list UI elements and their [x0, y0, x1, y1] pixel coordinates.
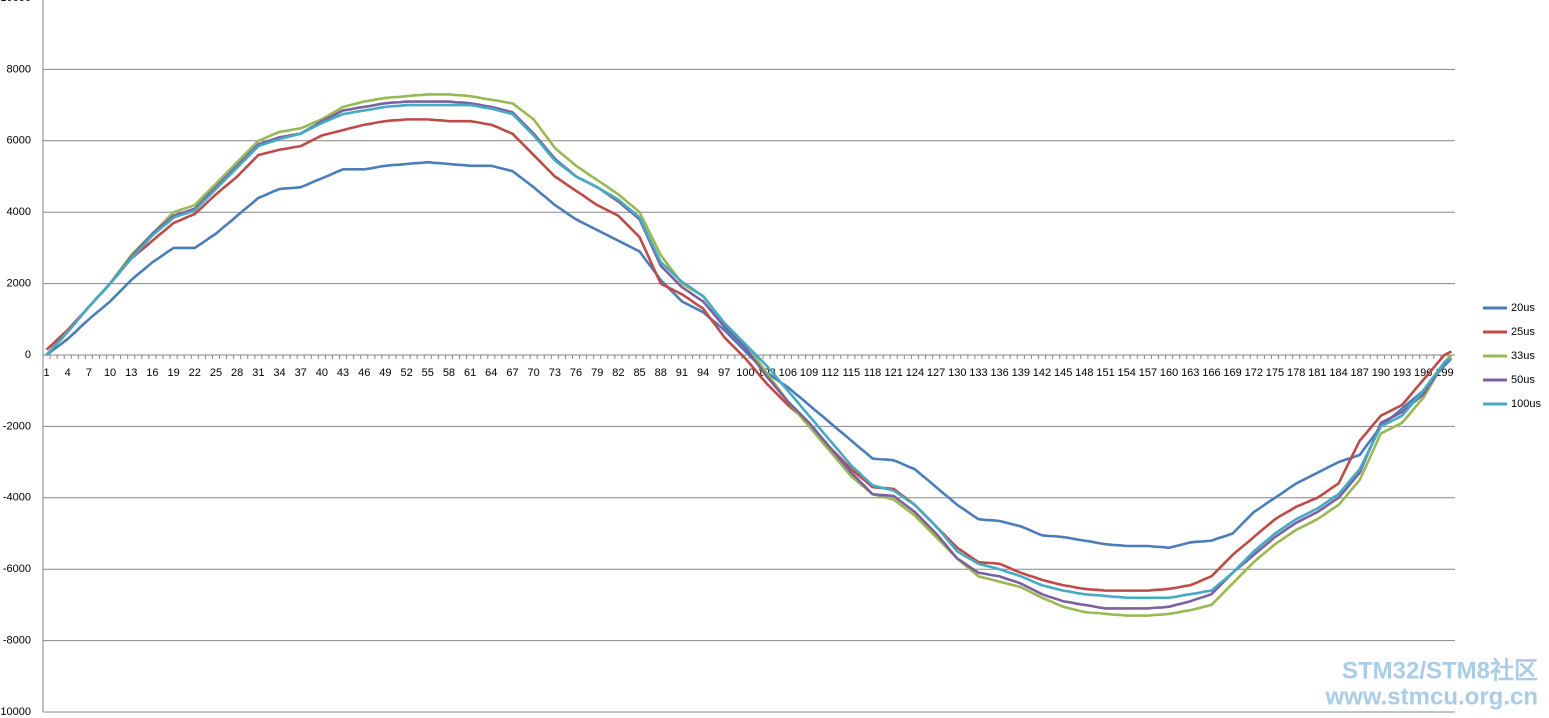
x-tick-label: 100 — [736, 367, 754, 379]
x-tick-label: 4 — [65, 367, 71, 379]
x-tick-label: 184 — [1329, 367, 1347, 379]
y-tick-label: 4000 — [7, 206, 31, 218]
series-line — [45, 100, 1453, 610]
x-tick-label: 91 — [676, 367, 688, 379]
x-tick-label: 7 — [86, 367, 92, 379]
x-tick-label: 49 — [379, 367, 391, 379]
x-tick-label: 70 — [528, 367, 540, 379]
x-tick-label: 43 — [337, 367, 349, 379]
x-tick-label: 124 — [906, 367, 924, 379]
watermark-url: www.stmcu.org.cn — [1325, 683, 1538, 710]
y-tick-label: 8000 — [7, 63, 31, 75]
watermark-title: STM32/STM8社区 — [1342, 656, 1538, 684]
x-tick-label: 169 — [1223, 367, 1241, 379]
x-tick-label: 172 — [1245, 367, 1263, 379]
x-tick-label: 166 — [1202, 367, 1220, 379]
x-tick-label: 82 — [612, 367, 624, 379]
x-tick-label: 31 — [252, 367, 264, 379]
x-tick-label: 37 — [295, 367, 307, 379]
x-tick-label: 151 — [1096, 367, 1114, 379]
x-tick-label: 160 — [1160, 367, 1178, 379]
y-tick-label: -6000 — [3, 563, 31, 575]
legend-label: 33us — [1511, 350, 1535, 362]
x-tick-label: 121 — [885, 367, 903, 379]
x-tick-label: 28 — [231, 367, 243, 379]
x-tick-label: 145 — [1054, 367, 1072, 379]
x-tick-label: 34 — [273, 367, 285, 379]
y-tick-label: -2000 — [3, 420, 31, 432]
legend-label: 20us — [1511, 302, 1535, 314]
x-tick-label: 187 — [1351, 367, 1369, 379]
x-tick-label: 55 — [422, 367, 434, 379]
x-tick-label: 193 — [1393, 367, 1411, 379]
x-tick-label: 79 — [591, 367, 603, 379]
x-tick-label: 40 — [316, 367, 328, 379]
series-line — [45, 160, 1453, 550]
x-tick-label: 178 — [1287, 367, 1305, 379]
y-tick-label: 2000 — [7, 278, 31, 290]
x-tick-label: 139 — [1012, 367, 1030, 379]
x-tick-label: 61 — [464, 367, 476, 379]
y-tick-label: 10000 — [0, 0, 31, 4]
x-tick-label: 25 — [210, 367, 222, 379]
x-tick-label: 85 — [633, 367, 645, 379]
y-tick-label: -8000 — [3, 635, 31, 647]
x-tick-label: 115 — [843, 367, 861, 379]
x-tick-label: 1 — [43, 367, 49, 379]
x-tick-label: 88 — [655, 367, 667, 379]
x-tick-label: 64 — [485, 367, 497, 379]
x-tick-label: 148 — [1075, 367, 1093, 379]
x-tick-label: 109 — [800, 367, 818, 379]
y-tick-label: 0 — [25, 349, 31, 361]
y-tick-label: 6000 — [7, 135, 31, 147]
x-tick-label: 136 — [990, 367, 1008, 379]
x-tick-label: 58 — [443, 367, 455, 379]
x-tick-label: 118 — [864, 367, 882, 379]
legend-label: 100us — [1511, 398, 1541, 410]
x-tick-label: 106 — [779, 367, 797, 379]
x-tick-label: 154 — [1118, 367, 1136, 379]
y-tick-label: -10000 — [0, 706, 31, 718]
x-tick-label: 19 — [167, 367, 179, 379]
x-tick-label: 52 — [400, 367, 412, 379]
x-tick-label: 133 — [969, 367, 987, 379]
legend-label: 25us — [1511, 326, 1535, 338]
x-tick-label: 46 — [358, 367, 370, 379]
series-line — [45, 103, 1453, 600]
x-tick-label: 10 — [104, 367, 116, 379]
x-tick-label: 112 — [821, 367, 839, 379]
x-tick-label: 142 — [1033, 367, 1051, 379]
x-tick-label: 16 — [146, 367, 158, 379]
x-tick-label: 163 — [1181, 367, 1199, 379]
x-tick-label: 97 — [718, 367, 730, 379]
x-tick-label: 130 — [948, 367, 966, 379]
x-tick-label: 76 — [570, 367, 582, 379]
x-tick-label: 175 — [1266, 367, 1284, 379]
x-tick-label: 157 — [1139, 367, 1157, 379]
x-tick-label: 127 — [927, 367, 945, 379]
x-tick-label: 181 — [1308, 367, 1326, 379]
x-tick-label: 22 — [189, 367, 201, 379]
legend-label: 50us — [1511, 374, 1535, 386]
x-tick-label: 190 — [1372, 367, 1390, 379]
x-tick-label: 67 — [506, 367, 518, 379]
y-tick-label: -4000 — [3, 492, 31, 504]
x-tick-label: 73 — [549, 367, 561, 379]
x-tick-label: 94 — [697, 367, 709, 379]
series-line — [45, 118, 1453, 592]
x-tick-label: 13 — [125, 367, 137, 379]
